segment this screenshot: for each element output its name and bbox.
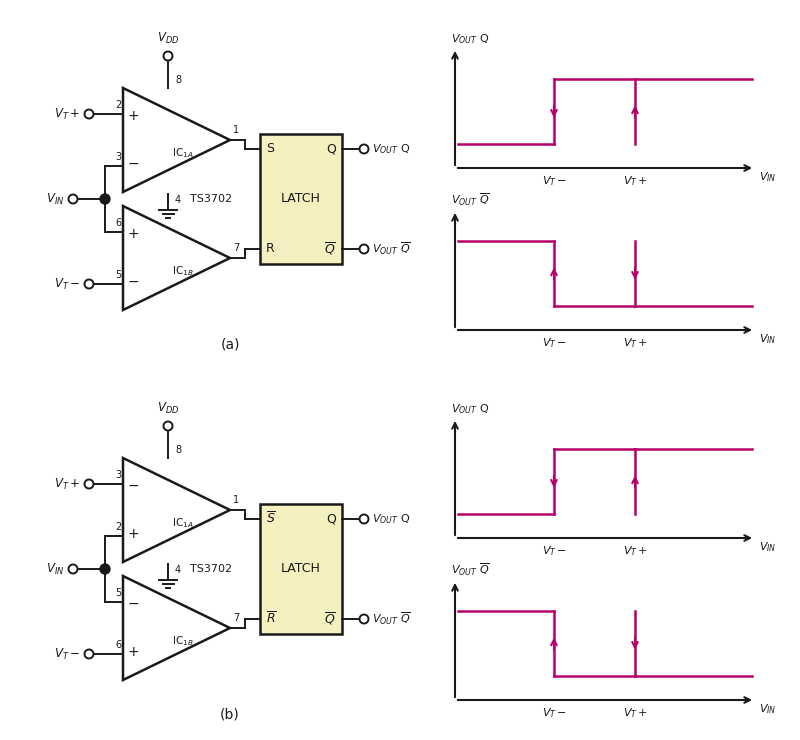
Text: −: − — [127, 597, 139, 611]
Text: −: − — [127, 275, 139, 289]
Text: (b): (b) — [220, 708, 240, 722]
Text: 1: 1 — [233, 495, 239, 505]
Circle shape — [359, 514, 369, 523]
Text: S: S — [266, 143, 274, 155]
Text: TS3702: TS3702 — [190, 564, 232, 574]
Text: $V_{DD}$: $V_{DD}$ — [157, 401, 179, 416]
Text: $V_{OUT}$ $\overline{Q}$: $V_{OUT}$ $\overline{Q}$ — [372, 240, 410, 258]
Text: −: − — [127, 479, 139, 493]
Text: 7: 7 — [233, 243, 239, 253]
Text: 7: 7 — [233, 613, 239, 623]
Circle shape — [359, 614, 369, 624]
Text: Q: Q — [326, 143, 336, 155]
Text: $V_T-$: $V_T-$ — [54, 647, 80, 662]
Circle shape — [85, 110, 94, 118]
Bar — [260, 504, 342, 634]
Text: TS3702: TS3702 — [190, 194, 232, 204]
Text: $V_{OUT}$ Q: $V_{OUT}$ Q — [372, 512, 410, 526]
Text: R: R — [266, 243, 274, 255]
Text: $V_{OUT}$ $\overline{Q}$: $V_{OUT}$ $\overline{Q}$ — [451, 192, 490, 208]
Text: 3: 3 — [115, 152, 121, 162]
Text: $\overline{Q}$: $\overline{Q}$ — [324, 240, 336, 258]
Text: 5: 5 — [114, 588, 121, 598]
Text: $V_T-$: $V_T-$ — [542, 706, 566, 720]
Text: +: + — [127, 227, 139, 241]
Text: 8: 8 — [175, 75, 181, 85]
Text: $V_{OUT}$ $\overline{Q}$: $V_{OUT}$ $\overline{Q}$ — [451, 562, 490, 578]
Text: 8: 8 — [175, 445, 181, 455]
Text: +: + — [127, 527, 139, 541]
Text: $V_T-$: $V_T-$ — [542, 336, 566, 350]
Text: $V_{OUT}$ $\overline{Q}$: $V_{OUT}$ $\overline{Q}$ — [372, 610, 410, 628]
Text: LATCH: LATCH — [281, 192, 321, 206]
Text: $V_T+$: $V_T+$ — [54, 107, 80, 121]
Circle shape — [359, 144, 369, 153]
Text: 4: 4 — [175, 195, 181, 205]
Text: $V_{IN}$: $V_{IN}$ — [759, 702, 777, 716]
Circle shape — [100, 564, 110, 574]
Text: $V_{DD}$: $V_{DD}$ — [157, 31, 179, 46]
Text: $\overline{Q}$: $\overline{Q}$ — [324, 610, 336, 628]
Text: 2: 2 — [114, 100, 121, 110]
Text: $V_T+$: $V_T+$ — [54, 477, 80, 491]
Text: $V_T+$: $V_T+$ — [622, 336, 647, 350]
Text: 2: 2 — [114, 522, 121, 532]
Text: (a): (a) — [220, 338, 240, 352]
Text: $V_T+$: $V_T+$ — [622, 706, 647, 720]
Circle shape — [100, 194, 110, 204]
Text: +: + — [127, 645, 139, 659]
Text: Q: Q — [326, 513, 336, 525]
Circle shape — [359, 244, 369, 254]
Circle shape — [163, 52, 173, 61]
Text: $V_T+$: $V_T+$ — [622, 174, 647, 188]
Text: IC$_{1B}$: IC$_{1B}$ — [172, 634, 194, 648]
Circle shape — [163, 422, 173, 431]
Text: 4: 4 — [175, 565, 181, 575]
Text: $V_{IN}$: $V_{IN}$ — [46, 192, 64, 206]
Text: $V_{IN}$: $V_{IN}$ — [759, 540, 777, 554]
Text: $V_{IN}$: $V_{IN}$ — [759, 332, 777, 346]
Text: $V_{OUT}$ Q: $V_{OUT}$ Q — [451, 403, 489, 416]
Circle shape — [85, 280, 94, 289]
Bar — [260, 134, 342, 264]
Text: 6: 6 — [115, 218, 121, 228]
Text: $V_T+$: $V_T+$ — [622, 544, 647, 558]
Text: 5: 5 — [114, 270, 121, 280]
Text: −: − — [127, 157, 139, 171]
Text: 3: 3 — [115, 470, 121, 480]
Text: 6: 6 — [115, 640, 121, 650]
Text: $V_{OUT}$ Q: $V_{OUT}$ Q — [451, 33, 489, 46]
Text: $V_{IN}$: $V_{IN}$ — [759, 170, 777, 184]
Text: +: + — [127, 109, 139, 123]
Text: $V_T-$: $V_T-$ — [542, 544, 566, 558]
Circle shape — [69, 195, 78, 204]
Text: $V_T-$: $V_T-$ — [542, 174, 566, 188]
Text: 1: 1 — [233, 125, 239, 135]
Text: IC$_{1A}$: IC$_{1A}$ — [172, 516, 194, 530]
Circle shape — [69, 565, 78, 574]
Text: $V_{OUT}$ Q: $V_{OUT}$ Q — [372, 142, 410, 156]
Text: IC$_{1B}$: IC$_{1B}$ — [172, 264, 194, 278]
Text: LATCH: LATCH — [281, 562, 321, 576]
Text: $V_T-$: $V_T-$ — [54, 277, 80, 292]
Circle shape — [85, 480, 94, 488]
Circle shape — [85, 650, 94, 659]
Text: $\overline{R}$: $\overline{R}$ — [266, 611, 277, 627]
Text: $\overline{S}$: $\overline{S}$ — [266, 511, 276, 527]
Text: IC$_{1A}$: IC$_{1A}$ — [172, 146, 194, 160]
Text: $V_{IN}$: $V_{IN}$ — [46, 562, 64, 576]
